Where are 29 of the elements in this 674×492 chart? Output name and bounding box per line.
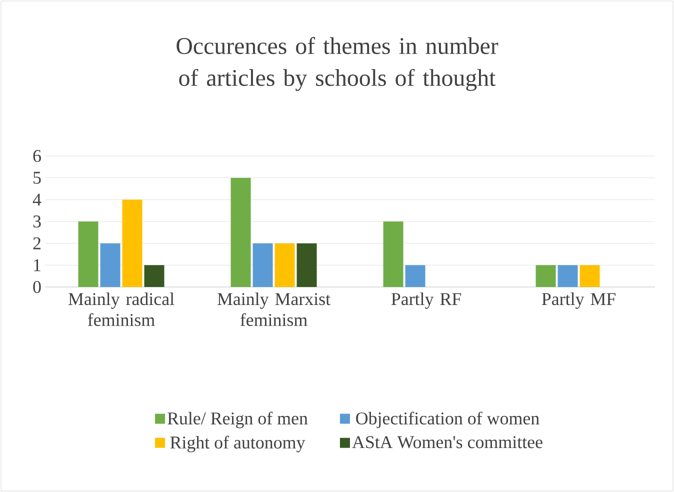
bar — [536, 265, 556, 287]
x-tick-label: Mainly radical feminism — [68, 292, 174, 326]
legend-label: Objectification of women — [356, 412, 540, 428]
y-tick-label: 0 — [33, 280, 41, 294]
bar — [100, 243, 120, 287]
bar — [558, 265, 578, 287]
bar — [383, 221, 404, 287]
y-tick-label: 2 — [33, 237, 41, 250]
x-tick-label: Partly MF — [542, 292, 616, 309]
y-tick-label: 5 — [34, 172, 41, 184]
bar — [230, 178, 251, 287]
bar — [296, 243, 317, 287]
y-tick-label: 3 — [33, 215, 41, 228]
bar — [252, 243, 273, 287]
bar — [405, 265, 426, 287]
legend-label: AStA Women's committee — [352, 436, 542, 448]
chart-title: Occurences of themes in number of articles by schools of thought — [176, 37, 498, 91]
y-tick-label: 6 — [33, 150, 41, 162]
y-tick-label: 1 — [34, 259, 40, 272]
x-tick-label: Partly RF — [391, 292, 461, 309]
legend-label: Right of autonomy — [170, 436, 306, 452]
bar — [274, 243, 295, 287]
bar — [78, 221, 98, 287]
bar — [122, 200, 142, 287]
bar — [580, 265, 600, 287]
legend-label: Rule/ Reign of men — [168, 412, 308, 428]
y-tick-label: 4 — [32, 194, 42, 206]
x-tick-label: Mainly Marxist feminism — [217, 292, 330, 326]
bar — [144, 265, 164, 287]
